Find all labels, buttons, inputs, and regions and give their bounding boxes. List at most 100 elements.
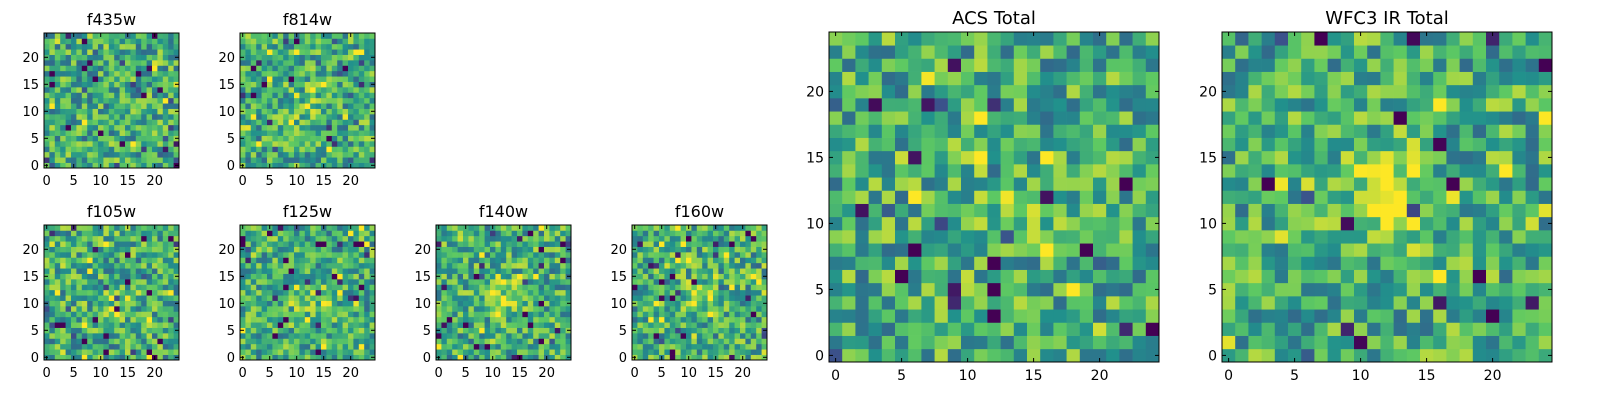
heatmap-cell <box>250 327 257 334</box>
heatmap-cell <box>152 108 158 115</box>
heatmap-cell <box>288 124 295 131</box>
heatmap-cell <box>245 92 252 99</box>
heatmap-cell <box>125 76 131 82</box>
heatmap-cell <box>114 60 120 66</box>
heatmap-cell <box>868 256 883 270</box>
heatmap-cell <box>947 45 962 59</box>
heatmap-cell <box>267 230 273 237</box>
heatmap-cell <box>642 289 649 296</box>
heatmap-cell <box>718 262 725 269</box>
heatmap-cell <box>533 311 539 318</box>
heatmap-cell <box>868 177 883 191</box>
heatmap-cell <box>1301 309 1315 323</box>
heatmap-cell <box>283 38 289 45</box>
heatmap-cell <box>842 322 856 336</box>
heatmap-cell <box>855 269 869 284</box>
heatmap-cell <box>60 268 66 274</box>
heatmap-cell <box>675 316 681 323</box>
heatmap-cell <box>277 49 284 55</box>
heatmap-cell <box>358 262 365 269</box>
heatmap-cell <box>130 241 137 247</box>
heatmap-cell <box>277 108 284 115</box>
heatmap-cell <box>272 60 279 66</box>
heatmap-cell <box>1222 256 1236 270</box>
heatmap-cell <box>81 262 88 269</box>
heatmap-cell <box>446 279 453 285</box>
heatmap-cell <box>358 130 365 136</box>
heatmap-cell <box>103 289 110 296</box>
heatmap-cell <box>868 203 883 218</box>
heatmap-cell <box>141 92 147 99</box>
heatmap-cell <box>294 81 300 88</box>
heatmap-cell <box>108 87 115 93</box>
heatmap-cell <box>1145 348 1160 363</box>
heatmap-cell <box>173 257 180 264</box>
heatmap-cell <box>119 76 126 82</box>
heatmap-cell <box>348 54 354 61</box>
heatmap-cell <box>310 54 316 61</box>
heatmap-cell <box>162 311 169 318</box>
heatmap-cell <box>1145 32 1160 46</box>
heatmap-cell <box>1393 322 1408 336</box>
heatmap-cell <box>272 327 279 334</box>
heatmap-cell <box>125 241 131 247</box>
heatmap-cell <box>908 203 922 218</box>
heatmap-cell <box>353 311 360 318</box>
heatmap-cell <box>267 60 273 66</box>
heatmap-cell <box>961 309 975 323</box>
heatmap-cell <box>152 349 158 355</box>
heatmap-cell <box>1472 216 1487 231</box>
heatmap-cell <box>1433 164 1447 178</box>
heatmap-cell <box>348 235 354 242</box>
heatmap-cell <box>54 230 61 237</box>
heatmap-cell <box>114 273 120 280</box>
heatmap-cell <box>484 300 491 307</box>
heatmap-cell <box>130 354 137 361</box>
heatmap-cell <box>895 296 909 310</box>
heatmap-cell <box>664 289 671 296</box>
heatmap-cell <box>103 114 110 120</box>
heatmap-cell <box>310 157 316 163</box>
heatmap-cell <box>162 108 169 115</box>
heatmap-cell <box>565 268 572 274</box>
heatmap-cell <box>277 162 284 169</box>
heatmap-cell <box>288 343 295 350</box>
heatmap-cell <box>250 103 257 109</box>
heatmap-cell <box>245 241 252 247</box>
heatmap-cell <box>1499 256 1513 270</box>
heatmap-cell <box>135 268 142 274</box>
heatmap-cell <box>157 349 164 355</box>
heatmap-cell <box>1093 71 1107 86</box>
x-tick-label: 10 <box>288 366 305 381</box>
heatmap-cell <box>267 295 273 301</box>
heatmap-cell <box>1000 98 1015 112</box>
heatmap-cell <box>648 343 654 350</box>
heatmap-cell <box>441 235 448 242</box>
heatmap-cell <box>337 349 343 355</box>
heatmap-cell <box>81 54 88 61</box>
heatmap-cell <box>119 257 126 264</box>
heatmap-cell <box>468 333 475 339</box>
heatmap-cell <box>1053 71 1067 86</box>
heatmap-cell <box>81 241 88 247</box>
heatmap-cell <box>1093 269 1107 284</box>
heatmap-cell <box>65 273 72 280</box>
heatmap-cell <box>745 300 752 307</box>
heatmap-cell <box>71 311 77 318</box>
heatmap-cell <box>723 257 730 264</box>
heatmap-cell <box>675 257 681 264</box>
heatmap-cell <box>272 49 279 55</box>
heatmap-cell <box>250 135 257 142</box>
heatmap-cell <box>173 157 180 163</box>
heatmap-cell <box>750 322 757 328</box>
heatmap-cell <box>288 333 295 339</box>
heatmap-cell <box>348 135 354 142</box>
heatmap-cell <box>1499 230 1513 244</box>
heatmap-cell <box>283 257 289 264</box>
heatmap-cell <box>173 306 180 312</box>
heatmap-cell <box>310 252 316 258</box>
heatmap-cell <box>348 284 354 291</box>
heatmap-cell <box>538 262 545 269</box>
heatmap-cell <box>522 252 529 258</box>
heatmap-cell <box>348 252 354 258</box>
